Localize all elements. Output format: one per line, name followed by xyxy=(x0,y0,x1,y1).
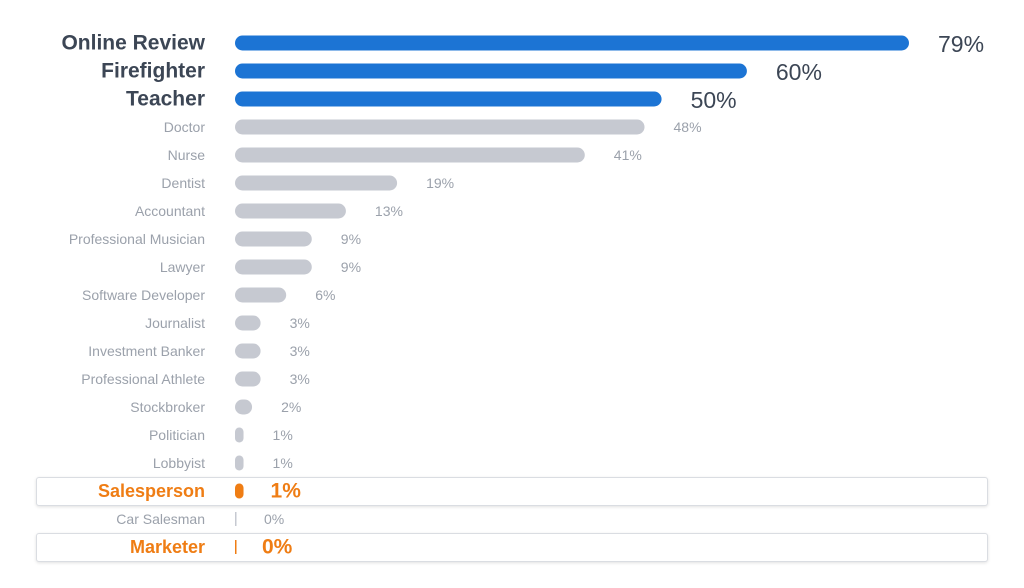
highlight-row-box-marketer xyxy=(36,533,988,562)
bar-accountant xyxy=(235,203,346,219)
value-label-investment-banker: 3% xyxy=(290,343,310,359)
category-label-accountant: Accountant xyxy=(135,203,205,219)
value-label-teacher: 50% xyxy=(691,87,737,113)
category-label-teacher: Teacher xyxy=(126,88,205,111)
bar-politician xyxy=(235,427,244,443)
bar-software-developer xyxy=(235,287,287,303)
value-label-journalist: 3% xyxy=(290,315,310,331)
value-label-professional-athlete: 3% xyxy=(290,371,310,387)
category-label-marketer: Marketer xyxy=(130,537,205,557)
bar-stockbroker xyxy=(235,399,253,415)
value-label-lawyer: 9% xyxy=(341,259,361,275)
category-label-firefighter: Firefighter xyxy=(101,60,205,83)
category-label-nurse: Nurse xyxy=(168,147,206,163)
bar-salesperson xyxy=(235,483,244,499)
category-label-investment-banker: Investment Banker xyxy=(88,343,205,359)
category-label-professional-musician: Professional Musician xyxy=(69,231,205,247)
category-label-lobbyist: Lobbyist xyxy=(153,455,205,471)
value-label-online-review: 79% xyxy=(938,31,984,57)
bar-firefighter xyxy=(235,63,747,79)
value-label-car-salesman: 0% xyxy=(264,511,284,527)
category-label-lawyer: Lawyer xyxy=(160,259,205,275)
bar-journalist xyxy=(235,315,261,331)
bar-online-review xyxy=(235,35,909,51)
bar-lobbyist xyxy=(235,455,244,471)
value-label-politician: 1% xyxy=(273,427,293,443)
value-label-dentist: 19% xyxy=(426,175,454,191)
bar-lawyer xyxy=(235,259,312,275)
bar-nurse xyxy=(235,147,585,163)
bar-doctor xyxy=(235,119,645,135)
value-label-salesperson: 1% xyxy=(271,480,302,503)
category-label-salesperson: Salesperson xyxy=(98,481,205,501)
value-label-stockbroker: 2% xyxy=(281,399,301,415)
bar-teacher xyxy=(235,91,662,107)
bar-car-salesman xyxy=(235,512,237,526)
value-label-nurse: 41% xyxy=(614,147,642,163)
value-label-accountant: 13% xyxy=(375,203,403,219)
category-label-dentist: Dentist xyxy=(161,175,205,191)
category-label-journalist: Journalist xyxy=(145,315,205,331)
bar-dentist xyxy=(235,175,398,191)
category-label-software-developer: Software Developer xyxy=(82,287,205,303)
value-label-marketer: 0% xyxy=(262,536,293,559)
category-label-car-salesman: Car Salesman xyxy=(116,511,205,527)
category-label-politician: Politician xyxy=(149,427,205,443)
category-label-stockbroker: Stockbroker xyxy=(130,399,205,415)
bar-investment-banker xyxy=(235,343,261,359)
value-label-doctor: 48% xyxy=(674,119,702,135)
category-label-online-review: Online Review xyxy=(61,32,205,55)
bar-marketer xyxy=(235,540,237,554)
value-label-software-developer: 6% xyxy=(315,287,335,303)
bar-professional-athlete xyxy=(235,371,261,387)
category-label-professional-athlete: Professional Athlete xyxy=(81,371,205,387)
category-label-doctor: Doctor xyxy=(164,119,206,135)
value-label-firefighter: 60% xyxy=(776,59,822,85)
highlight-row-box-salesperson xyxy=(36,477,988,506)
bar-professional-musician xyxy=(235,231,312,247)
value-label-professional-musician: 9% xyxy=(341,231,361,247)
value-label-lobbyist: 1% xyxy=(273,455,293,471)
